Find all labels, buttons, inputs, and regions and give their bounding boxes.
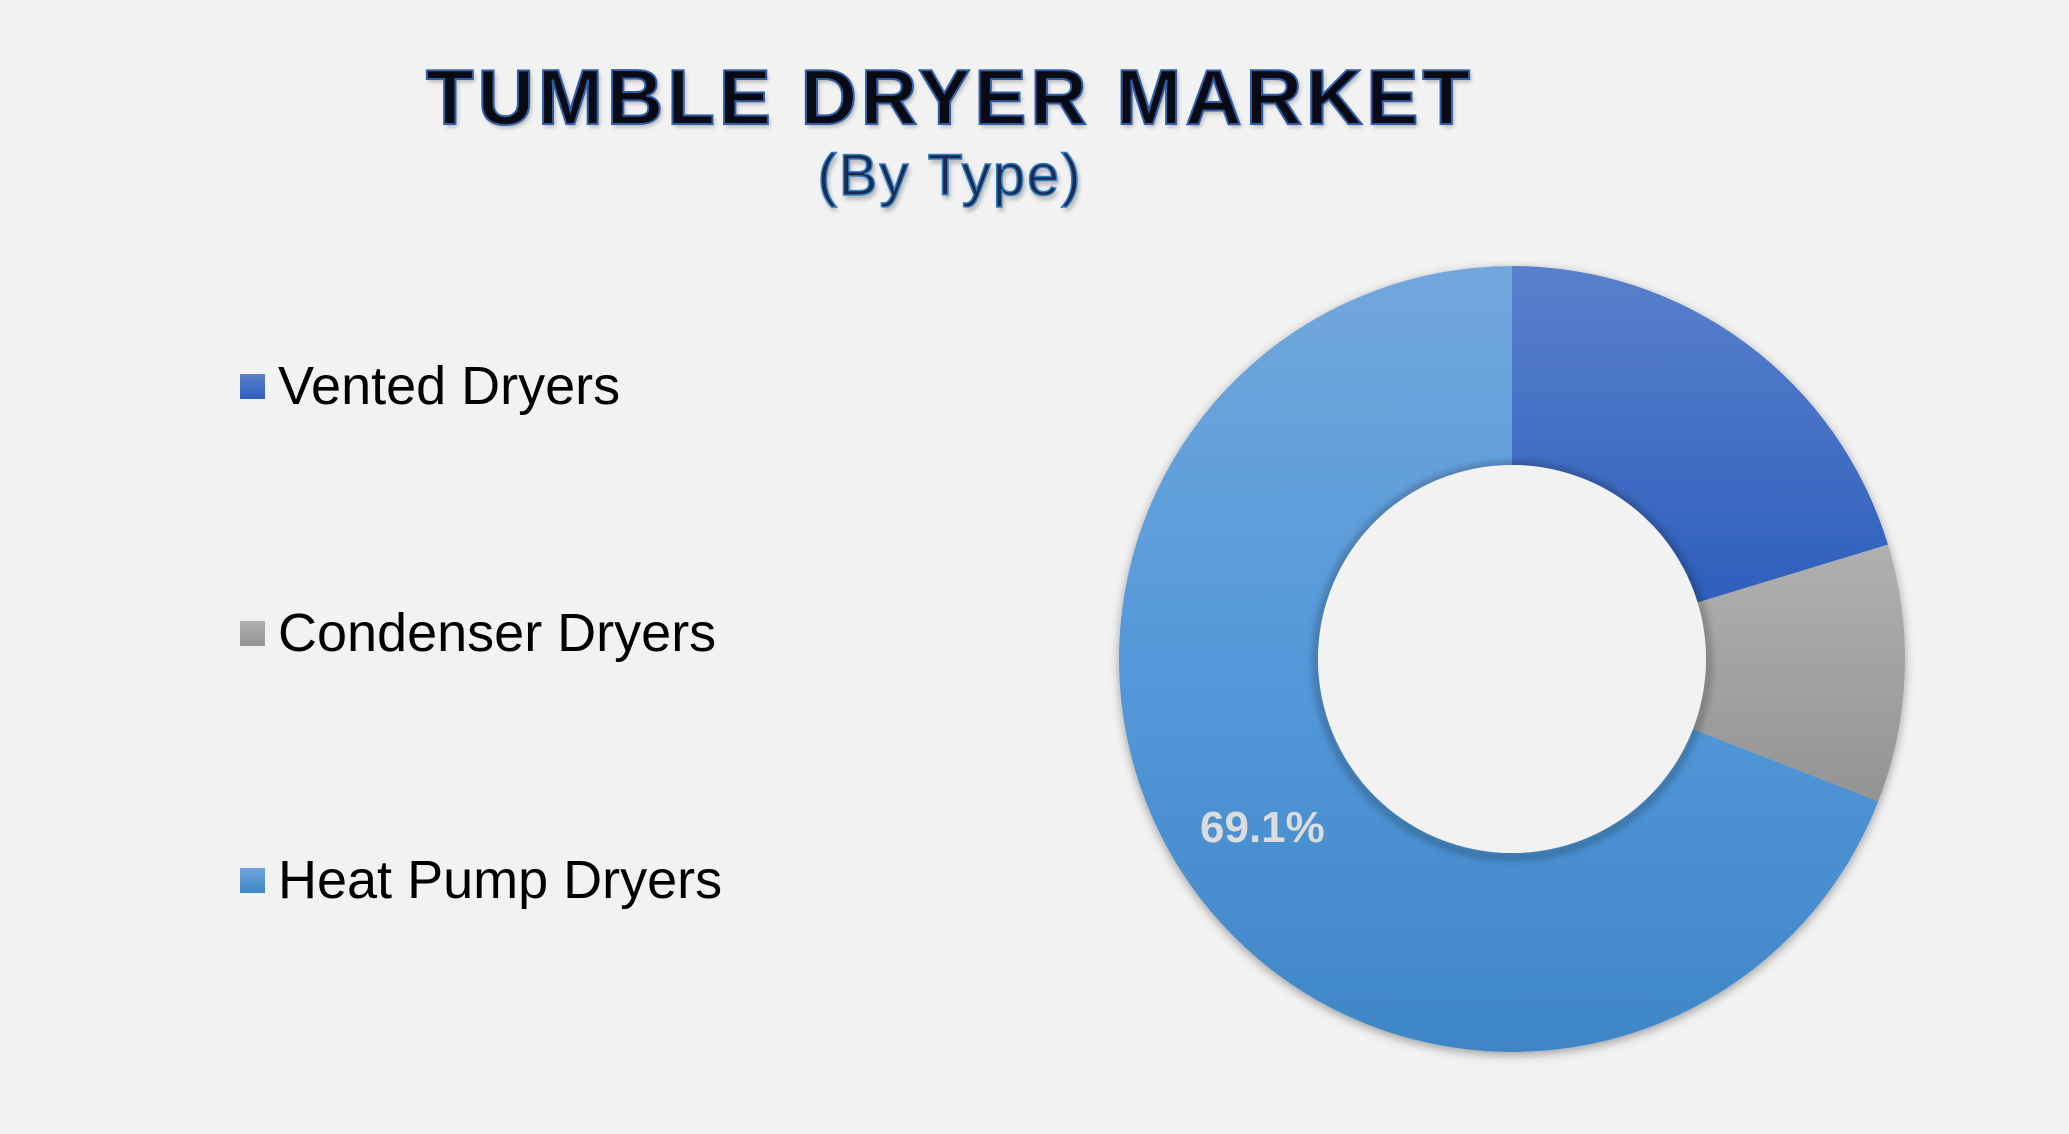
legend-item-condenser: Condenser Dryers bbox=[240, 602, 716, 664]
donut-hole bbox=[1318, 465, 1706, 853]
legend-item-heat-pump: Heat Pump Dryers bbox=[240, 849, 722, 911]
legend-swatch-heat-pump bbox=[240, 867, 265, 893]
legend-label: Vented Dryers bbox=[278, 356, 621, 416]
chart-title: TUMBLE DRYER MARKET bbox=[425, 52, 1475, 142]
donut-slice-condenser bbox=[1692, 544, 1905, 802]
donut-slice-vented bbox=[1512, 266, 1888, 603]
data-label-heat-pump: 69.1% bbox=[1200, 803, 1325, 852]
legend-swatch-condenser bbox=[240, 620, 265, 646]
donut-slice-heat-pump bbox=[1119, 266, 1879, 1053]
legend-item-vented: Vented Dryers bbox=[240, 355, 620, 417]
legend-label: Condenser Dryers bbox=[278, 603, 717, 663]
chart-subtitle: (By Type) bbox=[817, 142, 1083, 209]
legend-label: Heat Pump Dryers bbox=[278, 850, 723, 910]
legend-swatch-vented bbox=[240, 373, 265, 399]
